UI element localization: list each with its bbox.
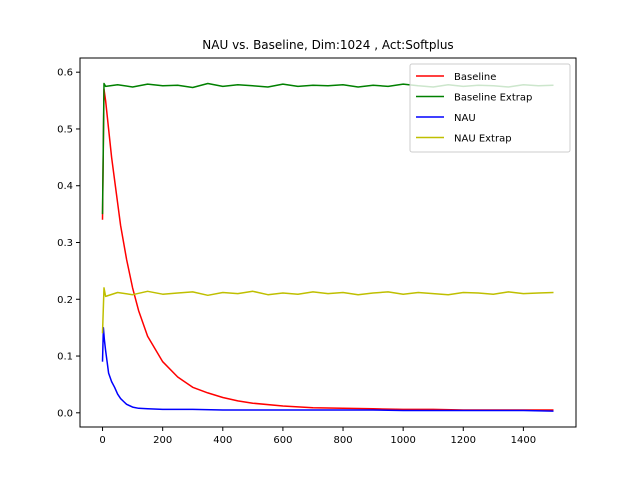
legend-label: Baseline Extrap [454,93,532,104]
x-tick-label: 800 [333,435,352,446]
legend-label: Baseline [454,72,496,83]
x-tick-label: 0 [99,435,105,446]
legend-label: NAU [454,113,476,124]
x-tick-label: 200 [153,435,172,446]
y-tick-label: 0.3 [57,238,73,249]
y-tick-label: 0.4 [57,181,73,192]
series-line-nau-extrap [101,287,554,334]
y-tick-label: 0.2 [57,295,73,306]
x-axis: 0 200 400 600 800 1000 1200 1400 [99,427,536,446]
x-tick-label: 1200 [451,435,476,446]
chart-title: NAU vs. Baseline, Dim:1024 , Act:Softplu… [202,38,453,52]
y-axis: 0.0 0.1 0.2 0.3 0.4 0.5 0.6 [57,68,80,419]
x-tick-label: 400 [213,435,232,446]
y-tick-label: 0.0 [57,408,73,419]
series-line-baseline [101,88,554,411]
legend-label: NAU Extrap [454,134,512,145]
x-tick-label: 1400 [511,435,536,446]
x-tick-label: 1000 [390,435,415,446]
y-tick-label: 0.6 [57,68,73,79]
y-tick-label: 0.5 [57,124,73,135]
x-tick-label: 600 [273,435,292,446]
series-line-nau [101,326,554,412]
y-tick-label: 0.1 [57,352,73,363]
legend: Baseline Baseline Extrap NAU NAU Extrap [409,63,571,153]
legend-box [409,63,571,153]
